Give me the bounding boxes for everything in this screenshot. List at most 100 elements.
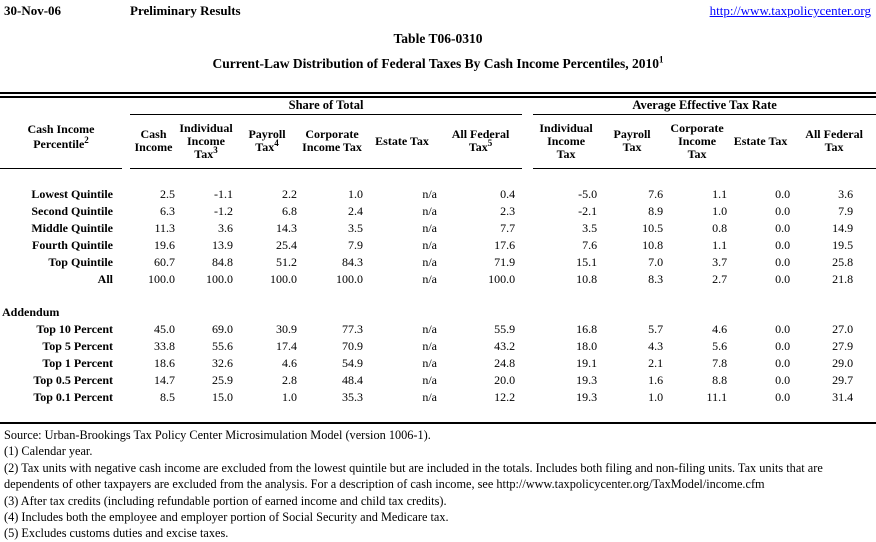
data-cell: 100.0 bbox=[270, 271, 297, 286]
data-cell: 100.0 bbox=[206, 271, 233, 286]
column-gap bbox=[522, 186, 533, 203]
spacer-cell bbox=[0, 406, 876, 422]
data-cell: 7.6 bbox=[648, 186, 664, 201]
table-row: Fourth Quintile 19.6 13.9 25.4 7.9 n/a 17.6 7.6… bbox=[0, 237, 876, 254]
data-cell: n/a bbox=[422, 389, 437, 404]
data-cell: 14.3 bbox=[276, 220, 297, 235]
column-header-text: Corporate Income Tax bbox=[670, 120, 724, 161]
table-row: Lowest Quintile 2.5 -1.1 2.2 1.0 n/a 0.4 -5.0 7.… bbox=[0, 186, 876, 203]
report-date: 30-Nov-06 bbox=[4, 3, 62, 18]
column-gap bbox=[122, 203, 130, 220]
data-cell: 2.8 bbox=[282, 372, 297, 387]
data-cell: 0.0 bbox=[775, 372, 791, 387]
table-block: Cash Income Percentile2 Share of Total Ave… bbox=[0, 92, 876, 424]
column-gap bbox=[522, 254, 533, 271]
data-cell: 0.0 bbox=[775, 237, 791, 252]
data-cell: 25.4 bbox=[276, 237, 297, 252]
data-cell: n/a bbox=[422, 220, 437, 235]
data-cell: 100.0 bbox=[336, 271, 363, 286]
row-label: All bbox=[97, 271, 113, 286]
data-cell: 0.8 bbox=[712, 220, 728, 235]
column-gap bbox=[522, 355, 533, 372]
tax-table: Cash Income Percentile2 Share of Total Ave… bbox=[0, 98, 876, 422]
data-cell: 5.6 bbox=[712, 338, 728, 353]
table-row: Top Quintile 60.7 84.8 51.2 84.3 n/a 71.9 15.1 7… bbox=[0, 254, 876, 271]
data-cell: n/a bbox=[422, 372, 437, 387]
group-header-row: Cash Income Percentile2 Share of Total Ave… bbox=[0, 98, 876, 169]
column-gap bbox=[522, 271, 533, 288]
column-gap bbox=[122, 338, 130, 355]
column-gap bbox=[122, 186, 130, 203]
data-cell: 84.3 bbox=[342, 254, 363, 269]
data-cell: 3.7 bbox=[712, 254, 728, 269]
data-cell: 13.9 bbox=[212, 237, 233, 252]
column-gap bbox=[122, 389, 130, 406]
data-cell: 69.0 bbox=[212, 321, 233, 336]
column-header-avg: Payroll Tax bbox=[599, 114, 666, 169]
data-cell: 11.1 bbox=[706, 389, 728, 404]
column-header-share: Corporate Income Tax bbox=[299, 114, 365, 169]
data-cell: 71.9 bbox=[494, 254, 516, 269]
data-cell: 27.9 bbox=[832, 338, 854, 353]
column-gap bbox=[122, 98, 130, 168]
data-cell: 3.5 bbox=[582, 220, 598, 235]
section-heading-addendum: Addendum bbox=[2, 304, 60, 319]
data-cell: 7.9 bbox=[348, 237, 363, 252]
data-cell: 54.9 bbox=[342, 355, 363, 370]
data-cell: 1.0 bbox=[282, 389, 297, 404]
row-label: Fourth Quintile bbox=[31, 237, 113, 252]
data-cell: 43.2 bbox=[494, 338, 516, 353]
column-gap bbox=[122, 237, 130, 254]
top-double-rule bbox=[0, 92, 876, 98]
data-cell: 1.1 bbox=[712, 186, 728, 201]
data-cell: 14.9 bbox=[832, 220, 854, 235]
data-cell: 0.0 bbox=[775, 355, 791, 370]
data-cell: 0.0 bbox=[775, 338, 791, 353]
data-cell: 8.9 bbox=[648, 203, 664, 218]
data-cell: 31.4 bbox=[832, 389, 854, 404]
data-cell: 2.5 bbox=[160, 186, 175, 201]
website-link[interactable]: http://www.taxpolicycenter.org bbox=[709, 3, 871, 18]
data-cell: 17.4 bbox=[276, 338, 297, 353]
data-cell: 77.3 bbox=[342, 321, 363, 336]
data-cell: 33.8 bbox=[154, 338, 175, 353]
data-cell: n/a bbox=[422, 186, 437, 201]
data-cell: 51.2 bbox=[276, 254, 297, 269]
section-heading-row: Addendum bbox=[0, 304, 876, 321]
column-gap bbox=[522, 338, 533, 355]
data-cell: 3.6 bbox=[218, 220, 233, 235]
data-cell: 18.0 bbox=[576, 338, 598, 353]
group-header-average-effective-tax-rate: Average Effective Tax Rate bbox=[533, 98, 876, 115]
data-cell: 0.0 bbox=[775, 271, 791, 286]
group-header-share-of-total: Share of Total bbox=[130, 98, 523, 115]
table-row: Top 5 Percent 33.8 55.6 17.4 70.9 n/a 43.2 18.0… bbox=[0, 338, 876, 355]
column-gap bbox=[522, 372, 533, 389]
data-cell: 1.0 bbox=[348, 186, 363, 201]
data-cell: n/a bbox=[422, 203, 437, 218]
column-header-text: All Federal Tax bbox=[805, 127, 863, 154]
data-cell: 48.4 bbox=[342, 372, 363, 387]
column-header-text: Estate Tax bbox=[375, 133, 429, 148]
data-cell: 8.8 bbox=[712, 372, 728, 387]
data-cell: 2.7 bbox=[712, 271, 728, 286]
data-cell: n/a bbox=[422, 271, 437, 286]
row-label: Top 1 Percent bbox=[42, 355, 113, 370]
column-gap bbox=[522, 389, 533, 406]
data-cell: 11.3 bbox=[154, 220, 175, 235]
data-cell: 8.3 bbox=[648, 271, 664, 286]
data-cell: -1.1 bbox=[214, 186, 233, 201]
data-cell: 6.8 bbox=[282, 203, 297, 218]
table-row: Top 0.5 Percent 14.7 25.9 2.8 48.4 n/a 20.0 19.… bbox=[0, 372, 876, 389]
column-gap bbox=[122, 220, 130, 237]
data-cell: n/a bbox=[422, 254, 437, 269]
column-gap bbox=[522, 237, 533, 254]
column-header-avg: All Federal Tax bbox=[792, 114, 876, 169]
data-cell: 30.9 bbox=[276, 321, 297, 336]
header-superscript: 2 bbox=[84, 135, 89, 146]
data-cell: 1.0 bbox=[648, 389, 664, 404]
table-title-text: Current-Law Distribution of Federal Taxe… bbox=[212, 56, 659, 71]
column-gap bbox=[122, 271, 130, 288]
column-header-row: Cash Income Individual Income Tax3 Payroll… bbox=[0, 114, 876, 169]
data-cell: 19.6 bbox=[154, 237, 175, 252]
report-status: Preliminary Results bbox=[130, 3, 241, 18]
